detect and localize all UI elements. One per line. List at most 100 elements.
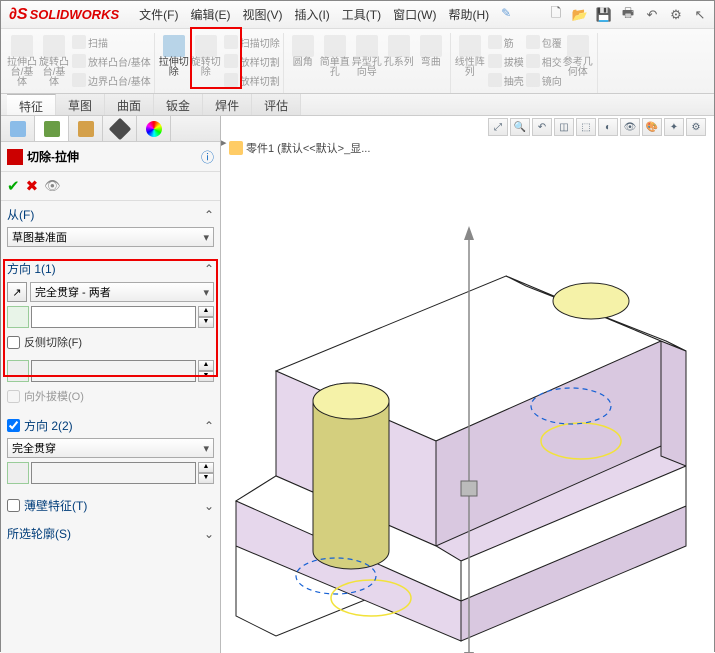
quick-access-toolbar: 🗋 📂 💾 🖶 ↶ ⚙ ↖ bbox=[546, 5, 714, 25]
boundary-cut-button[interactable]: 放样切割 bbox=[224, 71, 280, 89]
extrude-cut-icon bbox=[7, 149, 23, 165]
dir2-section-header[interactable]: 方向 2(2)⌃ bbox=[1, 412, 220, 436]
depth-input-row: ▲▼ bbox=[7, 306, 214, 328]
panel-tabs bbox=[1, 116, 220, 142]
view-orient-icon[interactable]: ⬚ bbox=[576, 118, 596, 136]
new-icon[interactable]: 🗋 bbox=[546, 5, 566, 25]
draft-icon[interactable] bbox=[7, 360, 29, 382]
display-style-icon[interactable]: ◐ bbox=[598, 118, 618, 136]
menu-insert[interactable]: 插入(I) bbox=[288, 6, 335, 23]
print-icon[interactable]: 🖶 bbox=[618, 5, 638, 25]
title-bar: ∂S SOLIDWORKS 文件(F) 编辑(E) 视图(V) 插入(I) 工具… bbox=[1, 1, 714, 29]
revolve-boss-button[interactable]: 旋转凸 台/基体 bbox=[38, 33, 70, 90]
help-icon[interactable]: ⓘ bbox=[201, 147, 214, 166]
tab-sheetmetal[interactable]: 钣金 bbox=[154, 94, 203, 115]
open-icon[interactable]: 📂 bbox=[570, 5, 590, 25]
reverse-direction-icon[interactable]: ↗ bbox=[7, 282, 27, 302]
graphics-viewport[interactable]: ▸ ⤢ 🔍 ↶ ◫ ⬚ ◐ 👁 🎨 ✦ ⚙ 零件1 (默认<<默认>_显... bbox=[221, 116, 714, 653]
menu-edit[interactable]: 编辑(E) bbox=[184, 6, 236, 23]
draft-spinner[interactable]: ▲▼ bbox=[198, 360, 214, 382]
config-manager-tab[interactable] bbox=[69, 116, 103, 141]
sweep-cut-button[interactable]: 扫描切除 bbox=[224, 33, 280, 51]
section-view-icon[interactable]: ◫ bbox=[554, 118, 574, 136]
dimxpert-tab[interactable] bbox=[103, 116, 137, 141]
shell-button[interactable]: 抽壳 bbox=[488, 71, 524, 89]
linear-pattern-button[interactable]: 线性阵 列 bbox=[454, 33, 486, 89]
dir2-draft-icon[interactable] bbox=[7, 462, 29, 484]
thin-enable-checkbox[interactable] bbox=[7, 499, 20, 512]
select-icon[interactable]: ↖ bbox=[690, 5, 710, 25]
contours-section-header[interactable]: 所选轮廓(S)⌄ bbox=[1, 520, 220, 544]
dir1-combo[interactable]: 完全贯穿 - 两者▾ bbox=[30, 282, 214, 302]
property-manager-panel: 切除-拉伸 ⓘ ✔ ✖ 👁 从(F)⌃ 草图基准面▾ 方向 1(1)⌃ ↗ 完全… bbox=[1, 116, 221, 653]
options-icon[interactable]: ⚙ bbox=[666, 5, 686, 25]
sweep-button[interactable]: 扫描 bbox=[72, 33, 151, 51]
panel-header: 切除-拉伸 ⓘ bbox=[1, 142, 220, 172]
extrude-cut-button[interactable]: 拉伸切 除 bbox=[158, 33, 190, 89]
scene-icon[interactable]: ✦ bbox=[664, 118, 684, 136]
reverse-cut-checkbox[interactable]: 反侧切除(F) bbox=[7, 334, 214, 350]
prev-view-icon[interactable]: ↶ bbox=[532, 118, 552, 136]
menu-search[interactable]: ✎ bbox=[495, 6, 517, 23]
dir2-draft-row: ▲▼ bbox=[7, 462, 214, 484]
tab-evaluate[interactable]: 评估 bbox=[252, 94, 301, 115]
depth-spinner[interactable]: ▲▼ bbox=[198, 306, 214, 328]
intersect-button[interactable]: 相交 bbox=[526, 52, 562, 70]
hide-show-icon[interactable]: 👁 bbox=[620, 118, 640, 136]
zoom-area-icon[interactable]: 🔍 bbox=[510, 118, 530, 136]
ref-geom-button[interactable]: 参考几 何体 bbox=[562, 33, 594, 89]
boundary-button[interactable]: 边界凸台/基体 bbox=[72, 71, 151, 89]
undo-icon[interactable]: ↶ bbox=[642, 5, 662, 25]
menu-help[interactable]: 帮助(H) bbox=[442, 6, 495, 23]
save-icon[interactable]: 💾 bbox=[594, 5, 614, 25]
from-section-header[interactable]: 从(F)⌃ bbox=[1, 201, 220, 225]
draft-angle-input[interactable] bbox=[31, 360, 196, 382]
zoom-fit-icon[interactable]: ⤢ bbox=[488, 118, 508, 136]
mirror-button[interactable]: 镜向 bbox=[526, 71, 562, 89]
rib-button[interactable]: 筋 bbox=[488, 33, 524, 51]
appearance-tab[interactable] bbox=[137, 116, 171, 141]
simple-hole-button[interactable]: 简单直 孔 bbox=[319, 33, 351, 80]
solidworks-logo-icon: ∂S bbox=[9, 6, 28, 24]
preview-icon[interactable]: 👁 bbox=[44, 178, 61, 194]
dir2-enable-checkbox[interactable] bbox=[7, 419, 20, 432]
model-view bbox=[221, 146, 714, 653]
ribbon: 拉伸凸 台/基体 旋转凸 台/基体 扫描 放样凸台/基体 边界凸台/基体 拉伸切… bbox=[1, 29, 714, 94]
tab-weldment[interactable]: 焊件 bbox=[203, 94, 252, 115]
hole-series-button[interactable]: 孔系列 bbox=[383, 33, 415, 80]
main-menu: 文件(F) 编辑(E) 视图(V) 插入(I) 工具(T) 窗口(W) 帮助(H… bbox=[127, 6, 517, 23]
loft-button[interactable]: 放样凸台/基体 bbox=[72, 52, 151, 70]
app-logo: ∂S SOLIDWORKS bbox=[1, 6, 127, 24]
app-name: SOLIDWORKS bbox=[30, 7, 120, 22]
menu-file[interactable]: 文件(F) bbox=[133, 6, 184, 23]
dir2-draft-spinner[interactable]: ▲▼ bbox=[198, 462, 214, 484]
draft-out-checkbox[interactable]: 向外拔模(O) bbox=[7, 388, 214, 404]
dir2-draft-input[interactable] bbox=[31, 462, 196, 484]
appearance-icon[interactable]: 🎨 bbox=[642, 118, 662, 136]
tab-sketch[interactable]: 草图 bbox=[56, 94, 105, 115]
dir2-combo[interactable]: 完全贯穿▾ bbox=[7, 438, 214, 458]
tab-surface[interactable]: 曲面 bbox=[105, 94, 154, 115]
menu-tools[interactable]: 工具(T) bbox=[336, 6, 387, 23]
hole-wizard-button[interactable]: 异型孔 向导 bbox=[351, 33, 383, 80]
from-combo[interactable]: 草图基准面▾ bbox=[7, 227, 214, 247]
delete-button[interactable]: 包覆 bbox=[526, 33, 562, 51]
fillet-button[interactable]: 圆角 bbox=[287, 33, 319, 80]
menu-window[interactable]: 窗口(W) bbox=[387, 6, 442, 23]
menu-view[interactable]: 视图(V) bbox=[236, 6, 288, 23]
draft-button[interactable]: 拔模 bbox=[488, 52, 524, 70]
extrude-boss-button[interactable]: 拉伸凸 台/基体 bbox=[6, 33, 38, 90]
view-settings-icon[interactable]: ⚙ bbox=[686, 118, 706, 136]
tab-feature[interactable]: 特征 bbox=[7, 94, 56, 115]
feature-manager-tab[interactable] bbox=[1, 116, 35, 141]
cancel-button[interactable]: ✖ bbox=[26, 177, 39, 195]
revolve-cut-button[interactable]: 旋转切 除 bbox=[190, 33, 222, 89]
ok-button[interactable]: ✔ bbox=[7, 177, 20, 195]
depth-input[interactable] bbox=[31, 306, 196, 328]
wrap-button[interactable]: 弯曲 bbox=[415, 33, 447, 80]
property-manager-tab[interactable] bbox=[35, 116, 69, 141]
confirm-row: ✔ ✖ 👁 bbox=[1, 172, 220, 201]
dir1-section-header[interactable]: 方向 1(1)⌃ bbox=[1, 255, 220, 279]
thin-section-header[interactable]: 薄壁特征(T)⌄ bbox=[1, 492, 220, 516]
loft-cut-button[interactable]: 放样切割 bbox=[224, 52, 280, 70]
